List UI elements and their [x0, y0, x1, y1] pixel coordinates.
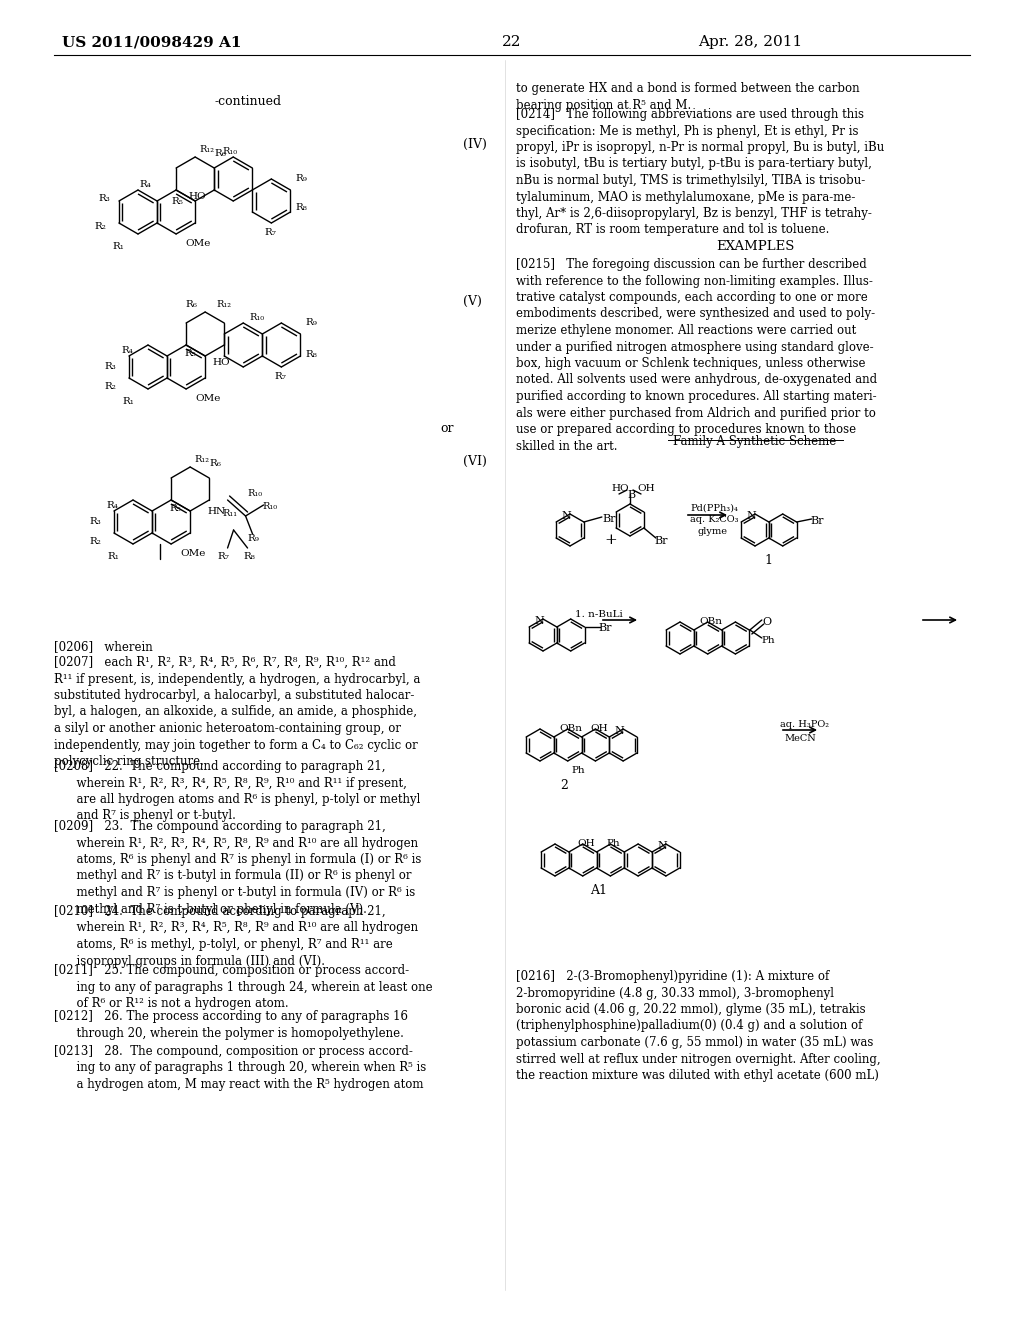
Text: 1: 1 [765, 554, 773, 568]
Text: OBn: OBn [699, 616, 723, 626]
Text: R₅: R₅ [184, 350, 196, 359]
Text: Br: Br [599, 623, 612, 634]
Text: R₅: R₅ [169, 504, 181, 513]
Text: R₂: R₂ [104, 381, 116, 391]
Text: OH: OH [637, 484, 654, 492]
Text: (IV): (IV) [463, 139, 486, 150]
Text: R₆: R₆ [210, 459, 222, 469]
Text: +: + [604, 533, 616, 546]
Text: [0207]   each R¹, R², R³, R⁴, R⁵, R⁶, R⁷, R⁸, R⁹, R¹⁰, R¹² and
R¹¹ if present, i: [0207] each R¹, R², R³, R⁴, R⁵, R⁶, R⁷, … [54, 656, 421, 768]
Text: HN: HN [207, 507, 225, 516]
Text: OH: OH [591, 723, 608, 733]
Text: R₉: R₉ [295, 174, 307, 183]
Text: N: N [614, 726, 624, 737]
Text: R₄: R₄ [139, 180, 152, 189]
Text: R₂: R₂ [94, 222, 105, 231]
Text: Ph: Ph [606, 840, 621, 847]
Text: or: or [440, 422, 454, 436]
Text: R₈: R₈ [295, 203, 307, 213]
Text: HO: HO [611, 484, 629, 492]
Text: [0216]   2-(3-Bromophenyl)pyridine (1): A mixture of
2-bromopyridine (4.8 g, 30.: [0216] 2-(3-Bromophenyl)pyridine (1): A … [516, 970, 881, 1082]
Text: R₅: R₅ [172, 197, 183, 206]
Text: R₇: R₇ [265, 228, 276, 238]
Text: R₁₀: R₁₀ [262, 502, 278, 511]
Text: [0210]   24.  The compound according to paragraph 21,
      wherein R¹, R², R³, : [0210] 24. The compound according to par… [54, 906, 418, 968]
Text: B: B [627, 490, 635, 500]
Text: 22: 22 [502, 36, 522, 49]
Text: R₉: R₉ [305, 318, 317, 327]
Text: aq. H₃PO₂: aq. H₃PO₂ [780, 719, 829, 729]
Text: R₂: R₂ [89, 537, 101, 546]
Text: R₃: R₃ [104, 362, 116, 371]
Text: R₁₂: R₁₂ [216, 300, 231, 309]
Text: [0214]   The following abbreviations are used through this
specification: Me is : [0214] The following abbreviations are u… [516, 108, 885, 236]
Text: [0215]   The foregoing discussion can be further described
with reference to the: [0215] The foregoing discussion can be f… [516, 257, 878, 453]
Text: R₃: R₃ [98, 194, 110, 203]
Text: R₁₀: R₁₀ [248, 488, 263, 498]
Text: N: N [561, 511, 570, 521]
Text: Family A Synthetic Scheme: Family A Synthetic Scheme [674, 436, 837, 447]
Text: glyme: glyme [697, 527, 727, 536]
Text: R₈: R₈ [244, 552, 255, 561]
Text: R₁: R₁ [106, 552, 119, 561]
Text: aq. K₂CO₃: aq. K₂CO₃ [690, 515, 738, 524]
Text: Pd(PPh₃)₄: Pd(PPh₃)₄ [690, 504, 738, 513]
Text: [0209]   23.  The compound according to paragraph 21,
      wherein R¹, R², R³, : [0209] 23. The compound according to par… [54, 820, 421, 916]
Text: R₄: R₄ [121, 346, 133, 355]
Text: [0212]   26. The process according to any of paragraphs 16
      through 20, whe: [0212] 26. The process according to any … [54, 1010, 408, 1040]
Text: R₆: R₆ [215, 149, 227, 158]
Text: OMe: OMe [180, 549, 205, 558]
Text: OBn: OBn [560, 723, 583, 733]
Text: R₁: R₁ [112, 242, 124, 251]
Text: 2: 2 [560, 779, 567, 792]
Text: 1. n-BuLi: 1. n-BuLi [575, 610, 623, 619]
Text: Br: Br [655, 536, 669, 546]
Text: R₇: R₇ [217, 552, 229, 561]
Text: HO: HO [188, 193, 207, 201]
Text: [0211]   25. The compound, composition or process accord-
      ing to any of pa: [0211] 25. The compound, composition or … [54, 964, 432, 1010]
Text: Apr. 28, 2011: Apr. 28, 2011 [698, 36, 802, 49]
Text: R₉: R₉ [248, 535, 259, 543]
Text: EXAMPLES: EXAMPLES [716, 240, 795, 253]
Text: R₆: R₆ [185, 300, 197, 309]
Text: OMe: OMe [185, 239, 210, 248]
Text: N: N [535, 616, 544, 626]
Text: R₁₀: R₁₀ [222, 147, 238, 156]
Text: [0213]   28.  The compound, composition or process accord-
      ing to any of p: [0213] 28. The compound, composition or … [54, 1045, 426, 1092]
Text: US 2011/0098429 A1: US 2011/0098429 A1 [62, 36, 242, 49]
Text: [0208]   22.  The compound according to paragraph 21,
      wherein R¹, R², R³, : [0208] 22. The compound according to par… [54, 760, 421, 822]
Text: [0206]   wherein: [0206] wherein [54, 640, 153, 653]
Text: R₄: R₄ [106, 500, 118, 510]
Text: (VI): (VI) [463, 455, 486, 469]
Text: OH: OH [578, 840, 595, 847]
Text: -continued: -continued [214, 95, 282, 108]
Text: A1: A1 [590, 884, 607, 898]
Text: R₃: R₃ [89, 517, 100, 525]
Text: to generate HX and a bond is formed between the carbon
bearing position at R⁵ an: to generate HX and a bond is formed betw… [516, 82, 859, 111]
Text: Br: Br [603, 513, 616, 524]
Text: Ph: Ph [762, 636, 775, 645]
Text: R₁₂: R₁₂ [195, 455, 210, 465]
Text: R₁₂: R₁₂ [200, 145, 215, 154]
Text: Br: Br [811, 516, 824, 525]
Text: N: N [746, 511, 756, 521]
Text: MeCN: MeCN [784, 734, 816, 743]
Text: R₁₁: R₁₁ [222, 508, 238, 517]
Text: R₁: R₁ [122, 397, 134, 407]
Text: R₁₀: R₁₀ [250, 313, 265, 322]
Text: (V): (V) [463, 294, 482, 308]
Text: HO: HO [212, 358, 230, 367]
Text: Ph: Ph [571, 766, 586, 775]
Text: O: O [763, 616, 772, 627]
Text: OMe: OMe [195, 393, 220, 403]
Text: R₈: R₈ [305, 350, 317, 359]
Text: R₇: R₇ [274, 372, 287, 381]
Text: N: N [657, 841, 667, 851]
